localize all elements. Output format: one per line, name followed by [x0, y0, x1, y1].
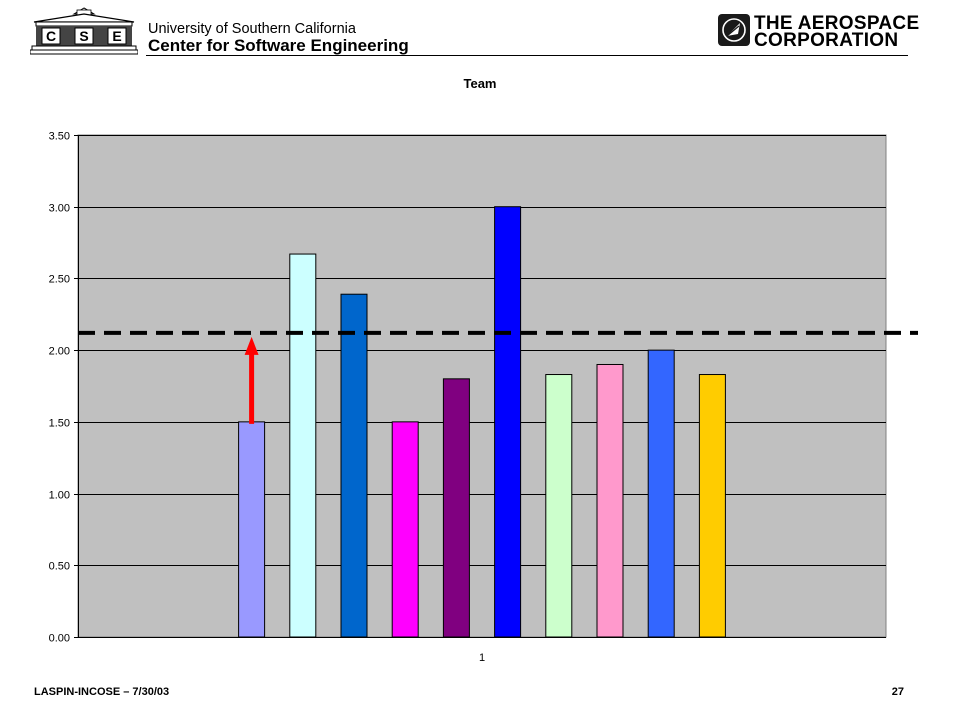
bar	[494, 206, 522, 638]
cse-letter-s: S	[79, 28, 88, 44]
bar	[289, 253, 317, 638]
center-name: Center for Software Engineering	[148, 36, 409, 55]
bar	[596, 363, 624, 638]
bar	[391, 421, 419, 638]
footer-citation: LASPIN-INCOSE – 7/30/03	[34, 686, 170, 698]
bar	[647, 349, 675, 638]
cse-letter-e: E	[112, 28, 121, 44]
chart-title: Team	[463, 76, 497, 91]
y-tick-label: 3.00	[49, 203, 70, 215]
bar	[442, 378, 470, 638]
bar	[238, 421, 266, 638]
university-name: University of Southern California	[148, 21, 356, 37]
aerospace-logo: THE AEROSPACE CORPORATION	[718, 13, 919, 51]
slide-header: C S E University of Southern California …	[0, 0, 960, 60]
aerospace-emblem-icon	[718, 14, 750, 46]
plot-area	[77, 134, 887, 638]
bar	[340, 293, 368, 638]
page-number: 27	[891, 686, 904, 698]
y-tick-label: 2.00	[49, 346, 70, 358]
y-tick-label: 2.50	[49, 274, 70, 286]
cse-letter-c: C	[46, 28, 56, 44]
y-tick-label: 1.00	[49, 490, 70, 502]
y-tick-label: 3.50	[49, 131, 70, 143]
y-tick-label: 1.50	[49, 418, 70, 430]
aerospace-name-line1: THE AEROSPACE	[754, 13, 920, 34]
y-tick-label: 0.00	[49, 633, 70, 645]
y-tick-label: 0.50	[49, 561, 70, 573]
bar	[698, 374, 726, 638]
x-tick-label: 1	[479, 652, 485, 664]
cse-logo: C S E	[30, 7, 138, 55]
bar	[545, 374, 573, 638]
arrow-head-icon	[244, 336, 259, 355]
aerospace-name-line2: CORPORATION	[754, 30, 899, 51]
header-divider	[146, 55, 908, 56]
